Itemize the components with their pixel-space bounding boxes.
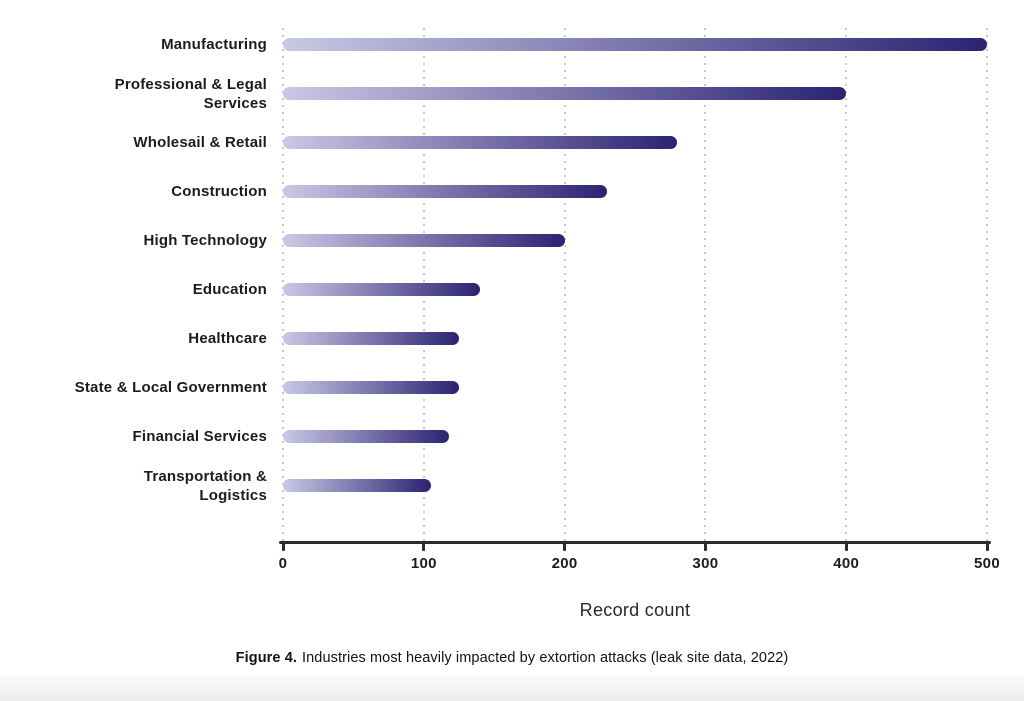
category-label: High Technology xyxy=(143,232,267,249)
category-label: Professional & Legal Services xyxy=(114,75,267,112)
chart-row: State & Local Government xyxy=(0,363,987,412)
category-label: Construction xyxy=(171,183,267,200)
chart-rows: Manufacturing Professional & Legal Service… xyxy=(0,20,987,510)
bar-track xyxy=(283,136,987,149)
chart-row: Healthcare xyxy=(0,314,987,363)
category-label: Manufacturing xyxy=(161,36,267,53)
bar xyxy=(283,479,431,492)
tick-label: 100 xyxy=(410,555,437,572)
chart-row: Financial Services xyxy=(0,412,987,461)
bar xyxy=(283,87,847,100)
tick-label: 0 xyxy=(278,555,288,572)
gridline-300 xyxy=(704,28,707,541)
bar xyxy=(283,38,987,51)
gridline-400 xyxy=(845,28,848,541)
tick-label: 300 xyxy=(692,555,719,572)
chart-row: Construction xyxy=(0,167,987,216)
chart-row: Education xyxy=(0,265,987,314)
bar-track xyxy=(283,381,987,394)
axis-tick xyxy=(563,542,567,551)
chart-row: Professional & Legal Services xyxy=(0,69,987,118)
category-label: Healthcare xyxy=(188,330,267,347)
figure-caption-text: Industries most heavily impacted by exto… xyxy=(302,650,789,666)
tick-label: 200 xyxy=(551,555,578,572)
bar-track xyxy=(283,185,987,198)
bar xyxy=(283,185,607,198)
bar xyxy=(283,136,678,149)
bar-track xyxy=(283,38,987,51)
category-label: Transportation & Logistics xyxy=(143,467,267,504)
bar xyxy=(283,332,459,345)
tick-layer xyxy=(281,542,989,553)
category-label: Wholesail & Retail xyxy=(133,134,267,151)
gridline-200 xyxy=(563,28,566,541)
bar-track xyxy=(283,234,987,247)
category-label: Financial Services xyxy=(132,428,267,445)
figure-caption: Figure 4. Industries most heavily impacte… xyxy=(0,650,1024,666)
tick-label: 500 xyxy=(974,555,1000,572)
tick-label-layer: 0 100 200 300 400 500 xyxy=(279,555,1000,573)
gridline-0 xyxy=(282,28,284,541)
bar xyxy=(283,234,565,247)
chart-row: Wholesail & Retail xyxy=(0,118,987,167)
axis-tick xyxy=(422,542,426,551)
bar-track xyxy=(283,430,987,443)
bar-track xyxy=(283,283,987,296)
axis-tick xyxy=(985,542,989,551)
axis-tick xyxy=(281,542,285,551)
x-axis-line xyxy=(279,541,991,544)
x-axis-title: Record count xyxy=(579,600,691,620)
category-label: State & Local Government xyxy=(74,379,267,396)
bar xyxy=(283,283,481,296)
bar-track xyxy=(283,87,987,100)
chart-row: Transportation & Logistics xyxy=(0,461,987,510)
bar xyxy=(283,430,450,443)
figure-caption-label: Figure 4. xyxy=(235,650,297,666)
bar-track xyxy=(283,479,987,492)
chart-row: High Technology xyxy=(0,216,987,265)
tick-label: 400 xyxy=(833,555,860,572)
page-section-divider xyxy=(0,676,1024,701)
chart-row: Manufacturing xyxy=(0,20,987,69)
bar-track xyxy=(283,332,987,345)
category-label: Education xyxy=(192,281,267,298)
bar xyxy=(283,381,459,394)
axis-tick xyxy=(703,542,707,551)
gridline-500 xyxy=(986,28,988,541)
axis-tick xyxy=(844,542,848,551)
